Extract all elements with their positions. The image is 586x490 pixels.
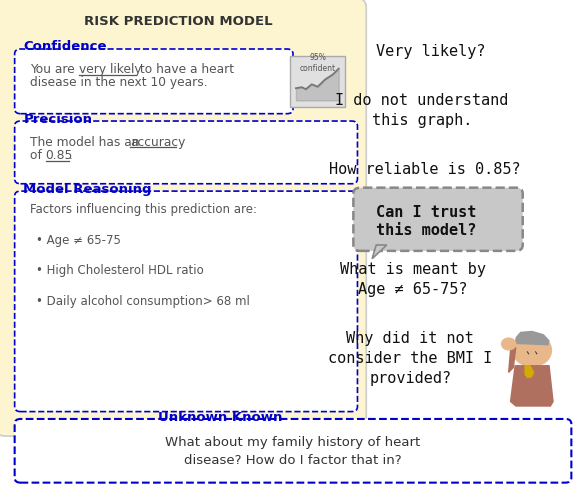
Text: Model Reasoning: Model Reasoning (23, 183, 152, 196)
Text: very likely: very likely (79, 63, 141, 76)
Text: 95%
confident: 95% confident (299, 52, 336, 73)
Text: You are: You are (30, 63, 79, 76)
Text: • Age ≠ 65-75: • Age ≠ 65-75 (36, 234, 121, 246)
Text: Very likely?: Very likely? (376, 44, 485, 59)
Text: What about my family history of heart
disease? How do I factor that in?: What about my family history of heart di… (165, 436, 421, 467)
Text: accuracy: accuracy (130, 136, 185, 148)
FancyBboxPatch shape (353, 188, 523, 251)
Polygon shape (515, 331, 550, 345)
Text: .: . (69, 149, 73, 162)
Circle shape (513, 334, 551, 367)
Text: Factors influencing this prediction are:: Factors influencing this prediction are: (30, 203, 257, 216)
Polygon shape (510, 365, 554, 407)
Polygon shape (524, 365, 534, 378)
Text: I do not understand
this graph.: I do not understand this graph. (335, 93, 509, 128)
Text: disease in the next 10 years.: disease in the next 10 years. (30, 76, 208, 89)
Text: RISK PREDICTION MODEL: RISK PREDICTION MODEL (84, 15, 273, 27)
FancyBboxPatch shape (15, 121, 357, 184)
Polygon shape (372, 245, 387, 259)
Text: How reliable is 0.85?: How reliable is 0.85? (329, 162, 521, 176)
Text: Can I trust
this model?: Can I trust this model? (376, 205, 477, 238)
Text: Why did it not
consider the BMI I
provided?: Why did it not consider the BMI I provid… (328, 331, 492, 386)
Polygon shape (509, 345, 516, 372)
Text: • Daily alcohol consumption> 68 ml: • Daily alcohol consumption> 68 ml (36, 295, 250, 308)
Text: to have a heart: to have a heart (136, 63, 234, 76)
Circle shape (502, 338, 516, 350)
Text: The model has an: The model has an (30, 136, 144, 148)
Text: Confidence: Confidence (23, 40, 107, 53)
Text: of: of (30, 149, 46, 162)
FancyBboxPatch shape (15, 191, 357, 412)
Text: • High Cholesterol HDL ratio: • High Cholesterol HDL ratio (36, 265, 204, 277)
Text: 0.85: 0.85 (46, 149, 73, 162)
FancyBboxPatch shape (0, 0, 366, 436)
FancyBboxPatch shape (15, 49, 293, 114)
FancyBboxPatch shape (290, 56, 345, 107)
FancyBboxPatch shape (15, 419, 571, 483)
Text: Precision: Precision (23, 113, 93, 125)
Text: What is meant by
Age ≠ 65-75?: What is meant by Age ≠ 65-75? (340, 262, 486, 297)
Text: Unknown Known: Unknown Known (158, 411, 282, 424)
